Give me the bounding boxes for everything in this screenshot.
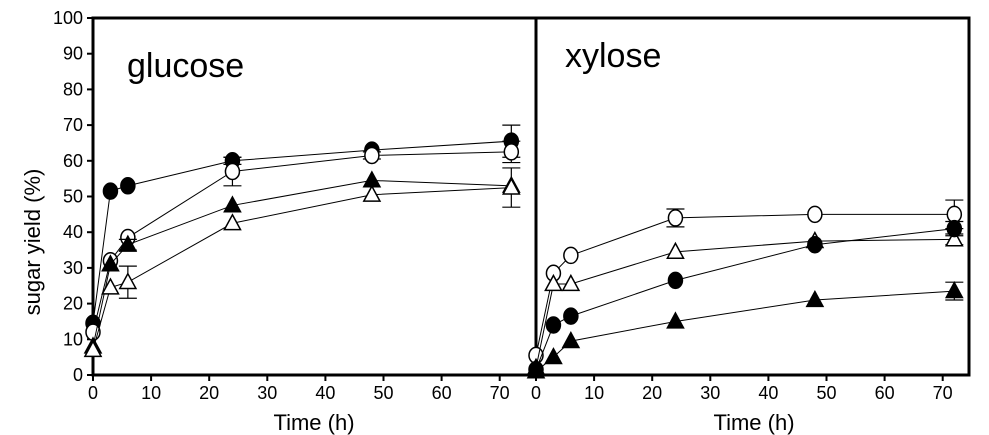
x-tick-label: 70 [933, 383, 953, 403]
data-point [118, 272, 138, 290]
data-point [223, 213, 242, 231]
panel-label-glucose: glucose [127, 47, 244, 85]
data-point [101, 254, 120, 272]
y-tick-label: 80 [63, 79, 83, 99]
data-point [561, 273, 581, 292]
x-axis-label: Time (h) [273, 410, 354, 435]
x-tick-label: 40 [758, 383, 778, 403]
x-tick-label: 50 [816, 383, 836, 403]
x-tick-label: 10 [584, 383, 604, 403]
x-tick-label: 30 [257, 383, 277, 403]
data-point [667, 209, 684, 227]
data-point [503, 143, 520, 161]
data-point [946, 219, 963, 238]
data-point [544, 273, 563, 292]
data-point [83, 339, 103, 358]
y-tick-label: 90 [63, 44, 83, 64]
series-circle-filled [528, 219, 964, 379]
series-circle-open [528, 199, 964, 365]
data-point [224, 162, 241, 181]
y-tick-label: 20 [63, 294, 83, 314]
y-tick-label: 30 [63, 258, 83, 278]
series-line [92, 151, 512, 333]
x-tick-label: 0 [88, 383, 98, 403]
data-point [526, 361, 546, 379]
data-point [805, 289, 825, 308]
x-tick-label: 60 [875, 383, 895, 403]
series-circle-open [85, 140, 521, 341]
y-tick-label: 40 [63, 222, 83, 242]
data-point [120, 177, 136, 195]
y-tick-label: 10 [63, 329, 83, 349]
data-point [118, 234, 138, 252]
data-point [944, 229, 964, 247]
x-tick-label: 0 [531, 383, 541, 403]
series-triangle-filled [526, 281, 964, 379]
x-tick-label: 50 [373, 383, 393, 403]
data-point [667, 271, 684, 290]
series-triangle-open [83, 167, 521, 358]
series-line [535, 238, 955, 368]
plot-frame [534, 16, 971, 377]
x-tick-label: 60 [432, 383, 452, 403]
data-point [807, 235, 823, 254]
x-tick-label: 10 [141, 383, 161, 403]
data-point [545, 316, 562, 334]
data-point [102, 182, 119, 200]
data-point [223, 195, 242, 213]
series-triangle-filled [83, 170, 521, 354]
y-tick-label: 70 [63, 115, 83, 135]
series-circle-filled [85, 124, 521, 332]
data-point [807, 205, 823, 224]
y-axis-label: sugar yield (%) [20, 169, 45, 316]
data-point [666, 311, 685, 329]
data-point [101, 277, 120, 295]
x-axis-label: Time (h) [713, 410, 794, 435]
series-line [535, 228, 955, 370]
data-point [563, 307, 579, 325]
data-point [944, 281, 964, 299]
data-point [362, 184, 382, 202]
data-point [561, 331, 581, 349]
x-tick-label: 30 [700, 383, 720, 403]
glucose-panel: 0 10 20 30 40 50 60 70 80 90 100 0 10 20 30 40 50 60 70 Tim… [53, 8, 538, 435]
data-point [501, 177, 521, 195]
data-point [563, 246, 579, 265]
series-line [92, 187, 512, 351]
x-tick-label: 40 [315, 383, 335, 403]
panel-label-xylose: xylose [565, 37, 661, 75]
data-point [362, 170, 382, 188]
y-tick-label: 100 [53, 8, 83, 28]
series-line [92, 179, 512, 347]
data-point [544, 347, 563, 365]
xylose-panel: 01020304050607080Time (h)xylose [526, 16, 971, 435]
y-tick-label: 0 [73, 365, 83, 385]
x-tick-label: 20 [199, 383, 219, 403]
data-point [666, 241, 685, 259]
y-tick-label: 60 [63, 151, 83, 171]
series-triangle-open [526, 229, 964, 375]
series-line [92, 140, 512, 324]
y-tick-label: 50 [63, 187, 83, 207]
x-tick-label: 20 [642, 383, 662, 403]
series-line [535, 290, 955, 372]
data-point [364, 146, 380, 165]
x-tick-label: 70 [490, 383, 510, 403]
